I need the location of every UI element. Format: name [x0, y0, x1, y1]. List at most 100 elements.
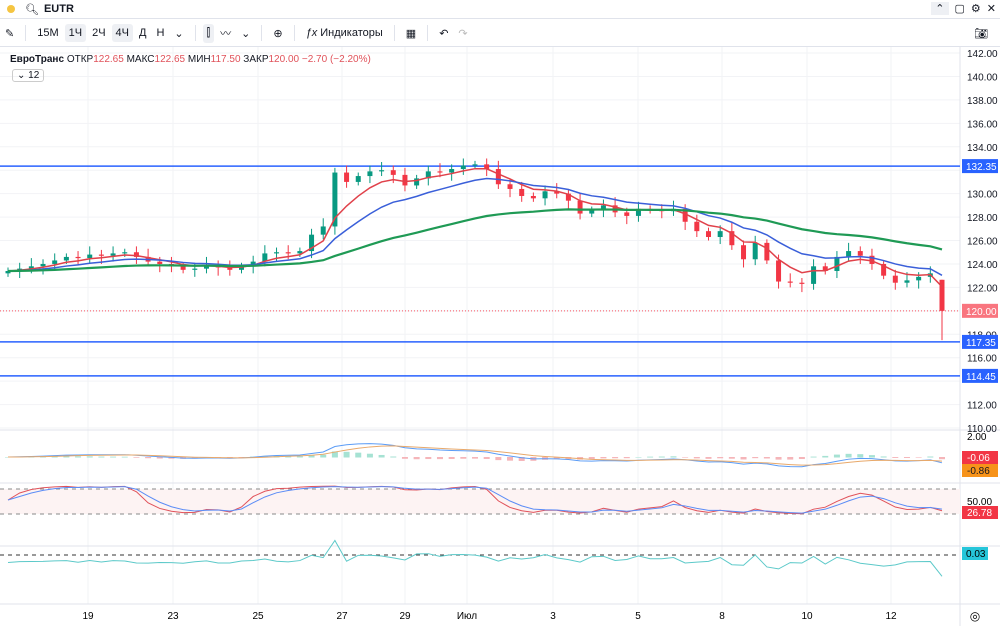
candle-body [577, 200, 583, 214]
oscillator-line [7, 539, 943, 577]
macd-histogram-bar [682, 457, 689, 458]
collapse-button[interactable]: ⌃ [931, 2, 949, 15]
macd-histogram-bar [752, 457, 759, 459]
toolbar: ✎ 15М 1Ч 2Ч 4Ч Д Н ⌄ ⫿ 〰 ⌄ ⊕ ƒx Индикаторы ▦ ↶ ↷… [0, 20, 1000, 47]
candle-body [484, 164, 490, 170]
chevron-down-icon[interactable]: ⌄ [174, 27, 184, 40]
candles-icon[interactable]: ⫿ [202, 23, 215, 43]
undo-icon[interactable]: ↶ [439, 27, 449, 40]
candle-body [87, 254, 93, 259]
candle-body [741, 245, 747, 260]
candle-body [565, 193, 571, 201]
candle-body [332, 172, 338, 227]
candle-body [285, 252, 291, 254]
chevron-down-icon[interactable]: ⌄ [241, 27, 251, 40]
price-label: 120.00 [966, 307, 997, 318]
line-chart-icon[interactable]: 〰 [220, 28, 232, 40]
interval-2[interactable]: 2Ч [92, 27, 106, 39]
macd-histogram-bar [623, 457, 630, 459]
redo-icon[interactable]: ↷ [458, 27, 468, 40]
macd-line [7, 443, 943, 468]
macd-histogram-bar [892, 457, 899, 458]
candle-body [811, 266, 817, 284]
indicators-button[interactable]: ƒx Индикаторы [305, 27, 383, 39]
close-label: ЗАКР [243, 54, 269, 65]
macd-histogram-bar [261, 455, 268, 458]
macd-histogram-bar [857, 454, 864, 458]
symbol-input[interactable]: EUTR [43, 3, 74, 15]
macd-histogram-bar [868, 455, 875, 458]
interval-4[interactable]: Д [138, 27, 147, 39]
layout-icon[interactable]: ▦ [405, 27, 417, 40]
candle-body [635, 208, 641, 216]
close-icon[interactable]: ✕ [986, 3, 996, 15]
macd-histogram-bar [845, 453, 852, 458]
indicators-collapse-button[interactable]: ⌄ 12 [12, 69, 45, 82]
macd-histogram-bar [308, 455, 315, 458]
time-tick: 10 [801, 611, 813, 622]
macd-histogram-bar [810, 456, 817, 458]
candle-body [472, 164, 478, 166]
candle-body [192, 268, 198, 270]
ohlc-legend: ЕвроТранс ОТКР122.65 МАКС122.65 МИН117.5… [10, 54, 371, 65]
price-tick: 136.00 [967, 119, 998, 130]
time-tick: 5 [635, 611, 641, 622]
candle-body [939, 279, 945, 311]
candle-body [530, 195, 536, 199]
macd-histogram-bar [401, 457, 408, 459]
interval-0[interactable]: 15М [37, 27, 59, 39]
price-label: 132.35 [966, 162, 997, 173]
candle-body [390, 170, 396, 175]
candle-body [869, 255, 875, 264]
candle-body [425, 171, 431, 179]
macd-histogram-bar [600, 457, 607, 459]
rsi-value: 26.78 [967, 508, 992, 519]
time-tick: 3 [550, 611, 556, 622]
macd-histogram-bar [98, 456, 105, 458]
macd-histogram-bar [436, 457, 443, 460]
candle-body [52, 260, 58, 264]
search-icon[interactable]: 🔍︎ [25, 3, 39, 16]
macd-histogram-bar [121, 456, 128, 458]
candle-body [203, 265, 209, 269]
rsi-axis-tick: 50.00 [967, 497, 992, 508]
add-compare-icon[interactable]: ⊕ [273, 27, 283, 40]
candle-body [262, 253, 268, 262]
macd-histogram-bar [647, 456, 654, 458]
macd-histogram-bar [460, 457, 467, 459]
candle-body [227, 267, 233, 270]
interval-5[interactable]: Н [156, 27, 165, 39]
macd-histogram-bar [717, 457, 724, 459]
candle-body [857, 251, 863, 256]
interval-1[interactable]: 1Ч [64, 24, 87, 42]
macd-histogram-bar [63, 456, 70, 458]
candle-body [694, 221, 700, 232]
candle-body [5, 270, 11, 274]
candle-body [846, 251, 852, 257]
candle-body [320, 226, 326, 235]
camera-icon[interactable]: 📷︎ [974, 27, 988, 40]
signal-line [7, 445, 943, 466]
candle-body [834, 256, 840, 271]
pencil-icon[interactable]: ✎ [5, 27, 15, 40]
status-dot [7, 5, 15, 13]
candle-body [542, 191, 548, 199]
interval-3[interactable]: 4Ч [111, 24, 133, 42]
price-label-bg [962, 303, 998, 318]
candle-body [460, 165, 466, 170]
macd-histogram-bar [75, 456, 82, 458]
osc-label-bg [962, 547, 988, 560]
macd-histogram-bar [156, 457, 163, 459]
open-label: ОТКР [66, 54, 94, 65]
maximize-icon[interactable]: ▢ [954, 3, 965, 15]
price-tick: 126.00 [967, 237, 998, 248]
macd-histogram-bar [343, 451, 350, 458]
gear-icon[interactable]: ⚙ [970, 3, 981, 15]
macd-histogram-bar [588, 457, 595, 460]
price-label: 117.35 [966, 338, 996, 349]
symbol-bar: 🔍︎ EUTR ⌃ ▢ ⚙ ✕ [0, 0, 1000, 19]
price-tick: 130.00 [967, 190, 998, 201]
time-tick: Июл [457, 611, 477, 622]
macd-histogram-bar [495, 457, 502, 461]
